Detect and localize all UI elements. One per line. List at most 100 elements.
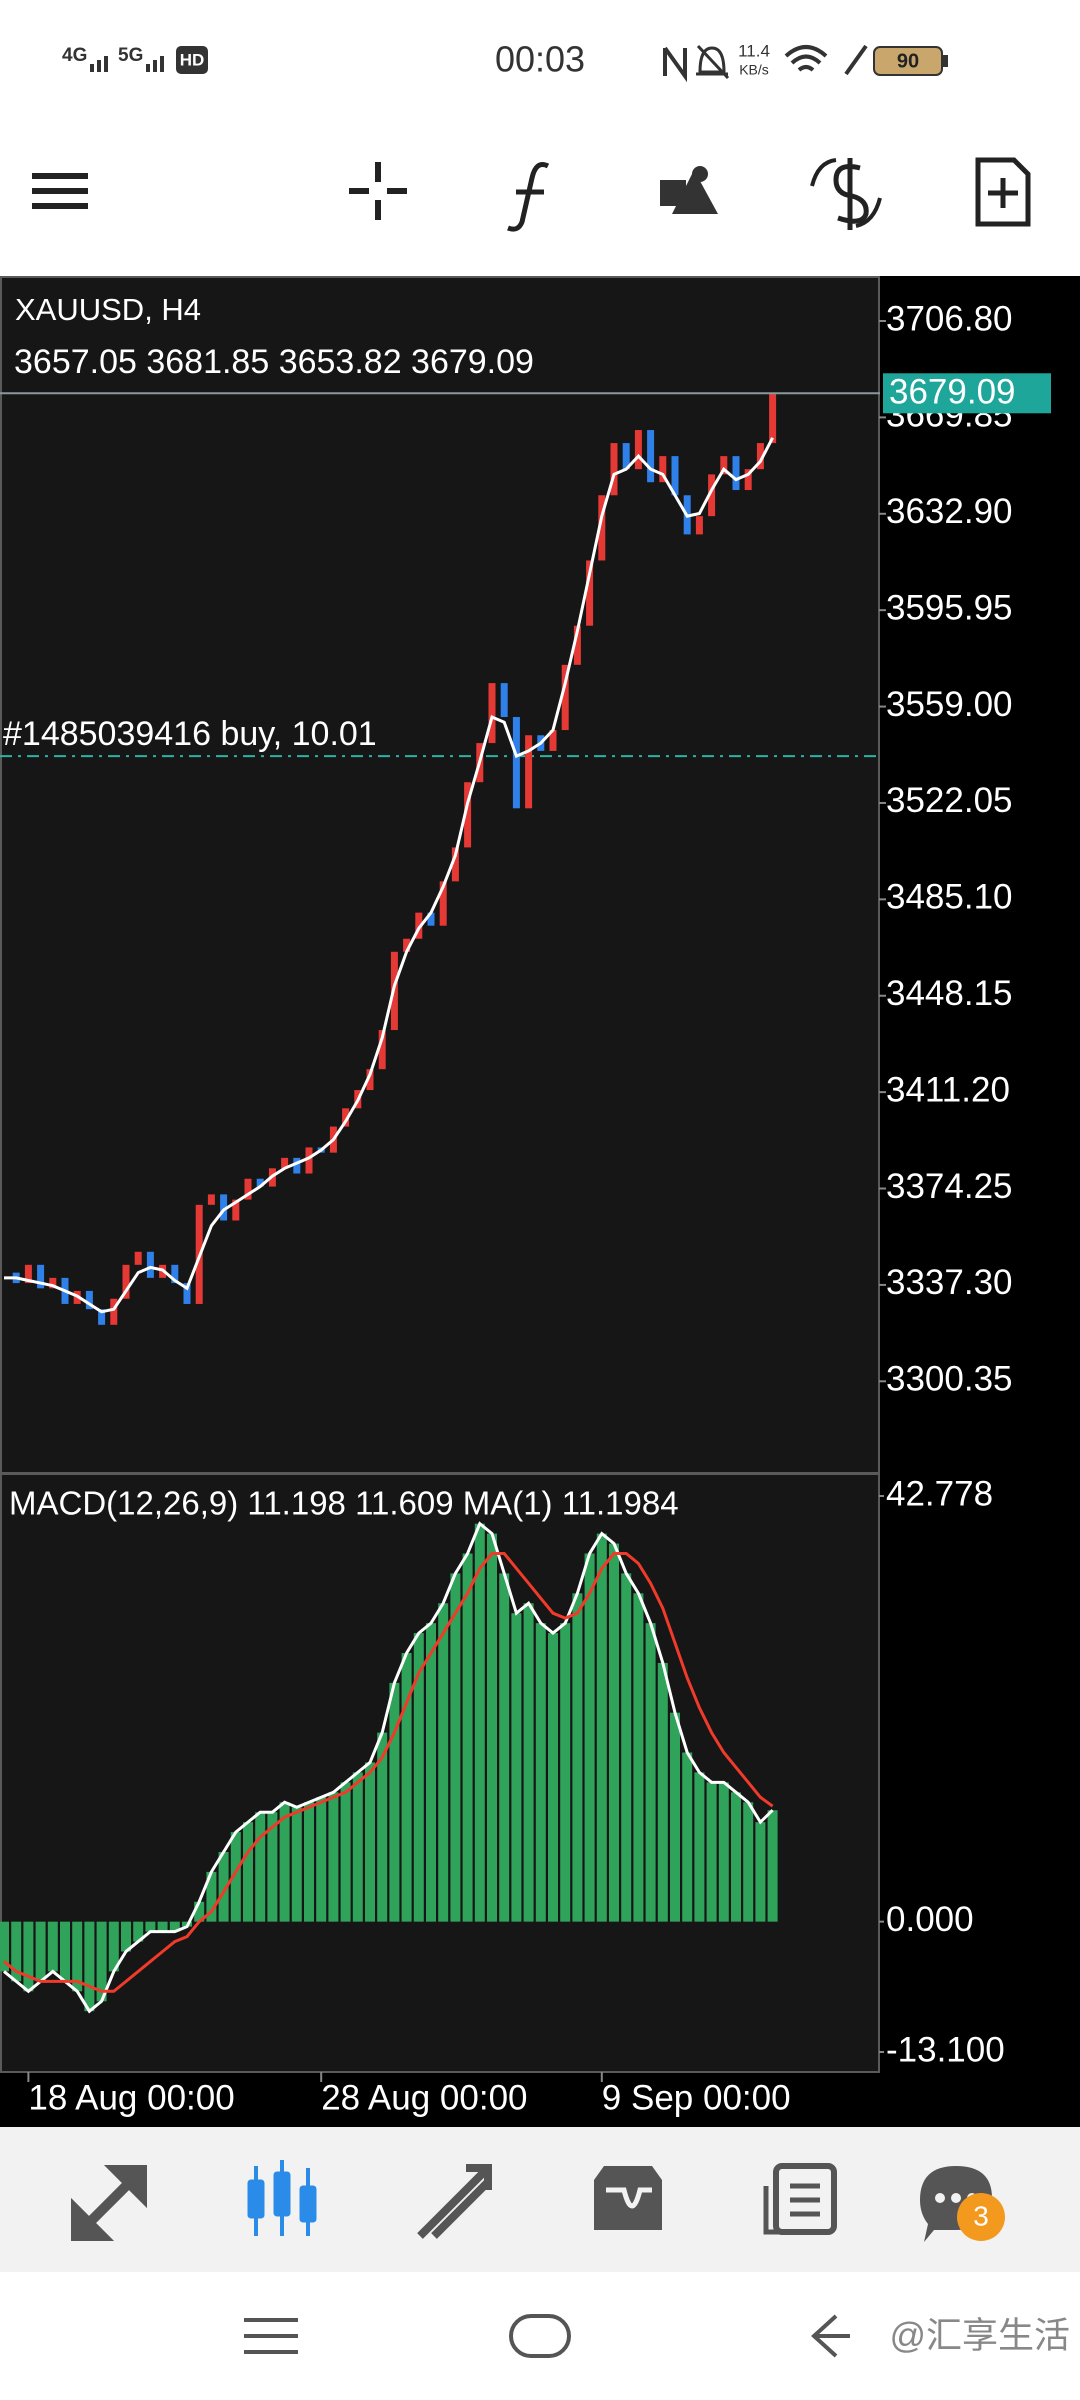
ma-line <box>4 437 774 1314</box>
macd-bar <box>328 1792 339 1922</box>
y-tick-label: 3559.00 <box>886 685 1013 724</box>
battery-tip <box>943 55 948 67</box>
candle <box>549 730 557 751</box>
macd-bar <box>694 1772 705 1922</box>
candle <box>488 683 496 744</box>
candle <box>561 664 569 731</box>
quotes-tab[interactable] <box>71 2165 147 2241</box>
macd-bar <box>670 1712 680 1922</box>
battery <box>873 46 943 76</box>
candle <box>525 735 533 809</box>
candle <box>610 443 618 496</box>
signal-bars <box>90 56 164 72</box>
candle <box>220 1194 228 1221</box>
candle <box>244 1178 252 1200</box>
y-tick-label: 3337.30 <box>886 1263 1013 1302</box>
crosshair-button[interactable] <box>349 162 407 220</box>
symbol-label: XAUUSD, H4 <box>15 292 201 327</box>
clock: 00:03 <box>495 39 585 80</box>
macd-bar <box>230 1832 241 1922</box>
ohlc-label: 3657.05 3681.85 3653.82 3679.09 <box>14 343 534 381</box>
candle <box>598 495 606 561</box>
news-tab[interactable] <box>763 2163 837 2235</box>
candle <box>708 474 716 517</box>
saver-icon <box>844 44 868 76</box>
y-tick-label: 3448.15 <box>886 974 1013 1013</box>
badge-count: 3 <box>973 2200 989 2231</box>
nav-menu[interactable] <box>244 2318 298 2354</box>
candle <box>305 1147 313 1174</box>
candle <box>769 393 777 444</box>
macd-bar <box>96 1921 107 2002</box>
macd-bar <box>401 1652 412 1922</box>
trade-button[interactable] <box>810 158 882 230</box>
macd-bar <box>572 1593 583 1922</box>
y-tick-label: -13.100 <box>886 2030 1005 2069</box>
candle <box>232 1199 240 1221</box>
indicator-button[interactable] <box>507 162 550 232</box>
macd-bar <box>84 1921 95 2012</box>
net-speed-unit: KB/s <box>739 62 769 78</box>
candle <box>415 912 423 939</box>
macd-bar <box>609 1543 619 1922</box>
macd-bar <box>206 1871 217 1922</box>
objects-button[interactable] <box>660 166 718 214</box>
tab-bar <box>0 2127 1080 2272</box>
net-speed: 11.4 <box>738 41 770 60</box>
macd-bar <box>767 1810 778 1922</box>
macd-bar <box>0 1921 9 1972</box>
candle <box>647 430 655 483</box>
y-tick-label: 3411.20 <box>886 1070 1010 1109</box>
macd-bar <box>279 1802 290 1922</box>
wifi-icon <box>784 45 828 72</box>
macd-bar <box>682 1752 693 1922</box>
macd-bar <box>718 1782 729 1922</box>
macd-bar <box>291 1807 302 1922</box>
macd-bar <box>535 1623 546 1922</box>
macd-bar <box>121 1921 131 1952</box>
macd-bar <box>584 1553 595 1922</box>
candle <box>659 456 667 483</box>
macd-bar <box>596 1533 607 1922</box>
history-tab[interactable] <box>594 2166 662 2230</box>
chart-tab[interactable] <box>247 2160 317 2236</box>
candle <box>207 1194 215 1205</box>
candle <box>744 469 752 491</box>
network-5g: 5G <box>118 45 143 66</box>
candle <box>671 456 679 496</box>
macd-bar <box>255 1812 266 1922</box>
nav-home[interactable] <box>509 2314 571 2358</box>
mute-icon <box>696 44 730 80</box>
nav-back[interactable] <box>811 2314 850 2358</box>
macd-bar <box>755 1822 766 1922</box>
macd-bar <box>267 1812 278 1922</box>
macd-bar <box>474 1523 485 1922</box>
macd-bar <box>352 1772 363 1922</box>
candle <box>366 1069 374 1091</box>
candle <box>586 560 594 626</box>
trade-tab[interactable] <box>417 2164 492 2239</box>
y-tick-label: 3522.05 <box>886 781 1013 820</box>
candle <box>98 1309 106 1325</box>
candle <box>403 938 411 952</box>
macd-bar <box>560 1623 571 1922</box>
badge <box>957 2193 1005 2241</box>
candle <box>146 1251 154 1278</box>
macd-bar <box>511 1613 522 1922</box>
toolbar <box>32 157 1031 232</box>
candle <box>256 1178 264 1187</box>
x-tick-label: 9 Sep 00:00 <box>602 2078 791 2117</box>
candle <box>500 683 508 717</box>
candle <box>85 1290 93 1310</box>
new-order-button[interactable] <box>975 157 1031 227</box>
watermark: @汇享生活 <box>889 2315 1070 2356</box>
menu-button[interactable] <box>32 173 88 209</box>
macd-bar <box>548 1633 558 1922</box>
y-tick-label: 0.000 <box>886 1900 974 1939</box>
macd-bar <box>316 1797 327 1922</box>
macd-label: MACD(12,26,9) 11.198 11.609 MA(1) 11.198… <box>9 1485 679 1522</box>
candle <box>634 430 642 470</box>
signal-line <box>3 1551 774 1993</box>
macd-bar <box>438 1603 449 1922</box>
